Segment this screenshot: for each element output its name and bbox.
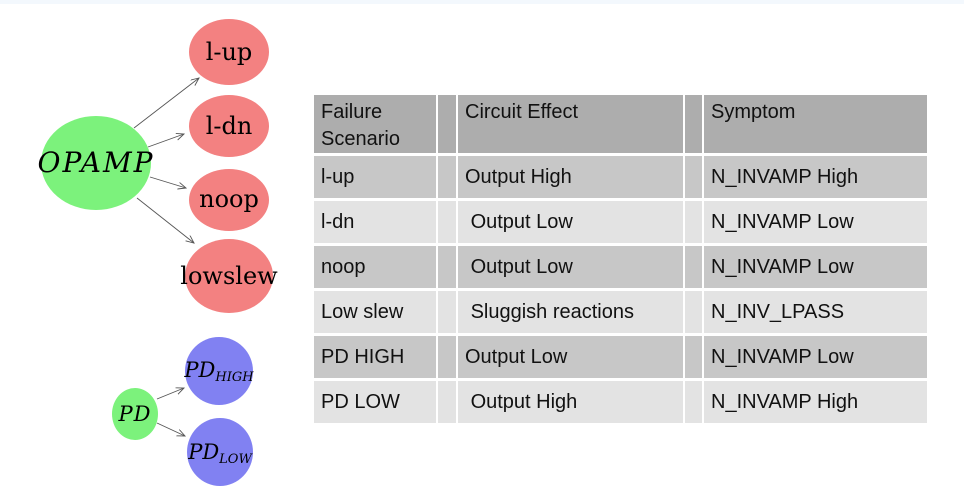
node-opamp <box>41 116 151 210</box>
spacer-cell <box>683 153 704 201</box>
cell-symptom: N_INVAMP High <box>702 378 929 426</box>
cell-symptom: N_INVAMP Low <box>702 243 929 291</box>
node-pd-high <box>185 337 253 405</box>
spacer-cell <box>436 288 458 336</box>
cell-effect: Output High <box>456 378 685 426</box>
node-pd-low-label: PDLOW <box>187 440 253 467</box>
spacer-cell <box>436 92 458 156</box>
col-header-circuit-effect: Circuit Effect <box>456 92 685 156</box>
cell-scenario: l-up <box>312 153 438 201</box>
cell-symptom: N_INVAMP High <box>702 153 929 201</box>
edge-pd-pdlow <box>156 422 185 436</box>
cell-symptom: N_INVAMP Low <box>702 198 929 246</box>
node-lowslew <box>185 239 273 313</box>
spacer-cell <box>683 288 704 336</box>
table-row-low-slew: Low slew Sluggish reactions N_INV_LPASS <box>312 288 929 336</box>
cell-effect: Output High <box>456 153 685 201</box>
cell-scenario: l-dn <box>312 198 438 246</box>
cell-effect: Output Low <box>456 333 685 381</box>
fault-tree-diagram: OPAMP l-up l-dn noop lowslew PD PDHIGH P… <box>38 19 278 486</box>
table-row-pd-low: PD LOW Output High N_INVAMP High <box>312 378 929 426</box>
cell-effect: Sluggish reactions <box>456 288 685 336</box>
node-noop <box>189 169 269 231</box>
edge-opamp-lup <box>133 78 199 129</box>
node-pd-label: PD <box>118 402 152 426</box>
spacer-cell <box>436 243 458 291</box>
pd-low-base: PD <box>187 440 219 464</box>
spacer-cell <box>683 333 704 381</box>
node-noop-label: noop <box>199 185 259 213</box>
node-l-up-label: l-up <box>206 38 253 66</box>
node-l-dn <box>189 95 269 157</box>
top-accent-strip <box>0 0 964 4</box>
spacer-cell <box>436 198 458 246</box>
node-lowslew-label: lowslew <box>180 262 278 290</box>
node-opamp-label: OPAMP <box>38 146 155 179</box>
node-l-up <box>189 19 269 85</box>
col-header-failure-scenario: Failure Scenario <box>312 92 438 156</box>
node-l-dn-label: l-dn <box>206 112 253 140</box>
node-pd-low <box>187 418 253 486</box>
spacer-cell <box>683 198 704 246</box>
col-header-symptom: Symptom <box>702 92 929 156</box>
edge-opamp-ldn <box>147 134 184 148</box>
cell-scenario: PD HIGH <box>312 333 438 381</box>
edge-pd-pdhigh <box>156 388 184 400</box>
cell-effect: Output Low <box>456 243 685 291</box>
edge-opamp-noop <box>149 176 186 188</box>
spacer-cell <box>436 378 458 426</box>
node-pd <box>112 388 158 440</box>
table-header-row: Failure Scenario Circuit Effect Symptom <box>312 92 929 156</box>
pd-high-subscript: HIGH <box>214 370 254 385</box>
failure-scenario-table: Failure Scenario Circuit Effect Symptom … <box>312 92 929 426</box>
table-row-l-up: l-up Output High N_INVAMP High <box>312 153 929 201</box>
spacer-cell <box>683 243 704 291</box>
table-row-noop: noop Output Low N_INVAMP Low <box>312 243 929 291</box>
node-pd-high-label: PDHIGH <box>183 358 254 385</box>
cell-symptom: N_INV_LPASS <box>702 288 929 336</box>
table-row-pd-high: PD HIGH Output Low N_INVAMP Low <box>312 333 929 381</box>
spacer-cell <box>436 333 458 381</box>
table-row-l-dn: l-dn Output Low N_INVAMP Low <box>312 198 929 246</box>
edge-opamp-lowslew <box>136 197 194 243</box>
pd-low-subscript: LOW <box>218 452 253 467</box>
cell-scenario: PD LOW <box>312 378 438 426</box>
spacer-cell <box>683 378 704 426</box>
cell-scenario: noop <box>312 243 438 291</box>
cell-symptom: N_INVAMP Low <box>702 333 929 381</box>
cell-scenario: Low slew <box>312 288 438 336</box>
spacer-cell <box>683 92 704 156</box>
pd-high-base: PD <box>183 358 215 382</box>
cell-effect: Output Low <box>456 198 685 246</box>
spacer-cell <box>436 153 458 201</box>
